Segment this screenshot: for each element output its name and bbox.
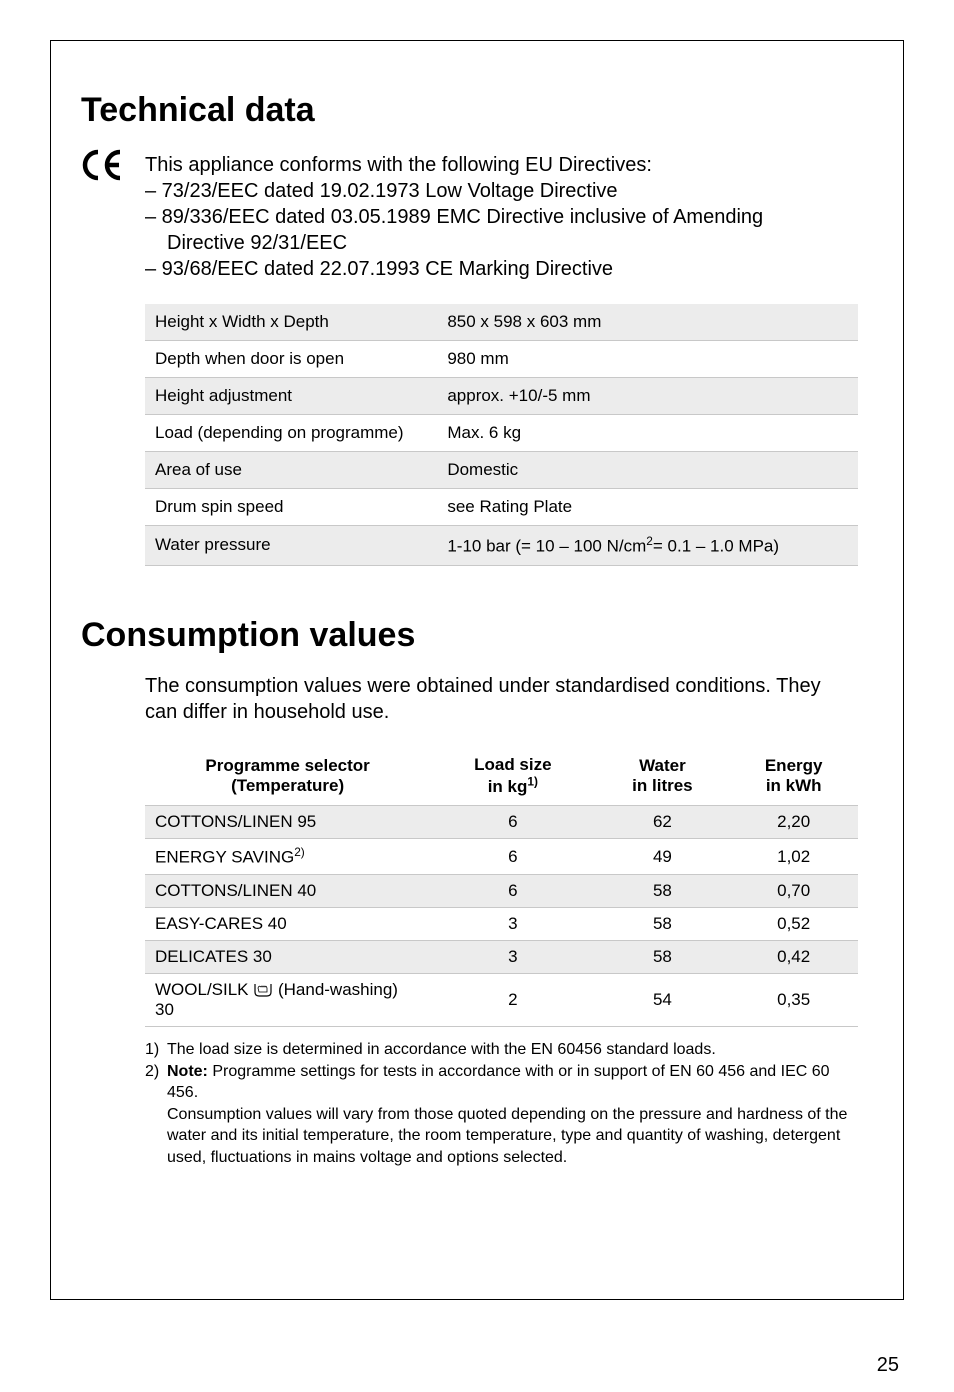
load-cell: 2	[430, 973, 595, 1026]
tech-value: approx. +10/-5 mm	[437, 378, 858, 415]
programme-cell: WOOL/SILK (Hand-washing) 30	[145, 973, 430, 1026]
header-energy: Energy in kWh	[729, 747, 858, 806]
table-row: Area of useDomestic	[145, 452, 858, 489]
load-cell: 6	[430, 839, 595, 875]
table-row: DELICATES 303580,42	[145, 940, 858, 973]
energy-cell: 1,02	[729, 839, 858, 875]
table-row: COTTONS/LINEN 956622,20	[145, 806, 858, 839]
programme-cell: COTTONS/LINEN 95	[145, 806, 430, 839]
load-cell: 6	[430, 874, 595, 907]
ce-line-1: – 73/23/EEC dated 19.02.1973 Low Voltage…	[145, 178, 763, 204]
tech-label: Drum spin speed	[145, 489, 437, 526]
programme-cell: ENERGY SAVING2)	[145, 839, 430, 875]
ce-mark-icon	[81, 148, 129, 190]
load-cell: 6	[430, 806, 595, 839]
tech-value: 1-10 bar (= 10 – 100 N/cm2= 0.1 – 1.0 MP…	[437, 526, 858, 566]
table-row: Height x Width x Depth850 x 598 x 603 mm	[145, 304, 858, 341]
tech-label: Water pressure	[145, 526, 437, 566]
footnote-continuation: Consumption values will vary from those …	[167, 1104, 858, 1169]
footnote-2: 2) Note: Programme settings for tests in…	[145, 1061, 858, 1104]
header-load: Load size in kg1)	[430, 747, 595, 806]
table-row: ENERGY SAVING2)6491,02	[145, 839, 858, 875]
tech-value: 980 mm	[437, 341, 858, 378]
table-header-row: Programme selector (Temperature) Load si…	[145, 747, 858, 806]
heading-consumption-values: Consumption values	[81, 616, 858, 655]
page-number: 25	[877, 1354, 899, 1377]
ce-text: This appliance conforms with the followi…	[145, 152, 763, 282]
header-programme: Programme selector (Temperature)	[145, 747, 430, 806]
table-row: Height adjustmentapprox. +10/-5 mm	[145, 378, 858, 415]
page-frame: Technical data This appliance conforms w…	[50, 40, 904, 1300]
ce-conformity-block: This appliance conforms with the followi…	[81, 152, 858, 282]
table-row: Drum spin speedsee Rating Plate	[145, 489, 858, 526]
load-cell: 3	[430, 940, 595, 973]
programme-cell: EASY-CARES 40	[145, 907, 430, 940]
energy-cell: 0,52	[729, 907, 858, 940]
table-row: Depth when door is open980 mm	[145, 341, 858, 378]
ce-line-3: Directive 92/31/EEC	[145, 230, 763, 256]
energy-cell: 2,20	[729, 806, 858, 839]
ce-line-4: – 93/68/EEC dated 22.07.1993 CE Marking …	[145, 256, 763, 282]
water-cell: 49	[595, 839, 729, 875]
tech-value: 850 x 598 x 603 mm	[437, 304, 858, 341]
programme-cell: COTTONS/LINEN 40	[145, 874, 430, 907]
header-water: Water in litres	[595, 747, 729, 806]
technical-data-table: Height x Width x Depth850 x 598 x 603 mm…	[145, 304, 858, 566]
ce-line-2: – 89/336/EEC dated 03.05.1989 EMC Direct…	[145, 204, 763, 230]
energy-cell: 0,35	[729, 973, 858, 1026]
tech-label: Load (depending on programme)	[145, 415, 437, 452]
heading-technical-data: Technical data	[81, 91, 858, 130]
tech-label: Area of use	[145, 452, 437, 489]
water-cell: 62	[595, 806, 729, 839]
tech-value: Max. 6 kg	[437, 415, 858, 452]
footnote-1-num: 1)	[145, 1039, 167, 1061]
table-row: Water pressure1-10 bar (= 10 – 100 N/cm2…	[145, 526, 858, 566]
water-cell: 54	[595, 973, 729, 1026]
footnote-1: 1) The load size is determined in accord…	[145, 1039, 858, 1061]
energy-cell: 0,42	[729, 940, 858, 973]
energy-cell: 0,70	[729, 874, 858, 907]
footnote-1-text: The load size is determined in accordanc…	[167, 1039, 858, 1061]
load-cell: 3	[430, 907, 595, 940]
tech-label: Height x Width x Depth	[145, 304, 437, 341]
consumption-intro-text: The consumption values were obtained und…	[145, 673, 858, 725]
consumption-values-table: Programme selector (Temperature) Load si…	[145, 747, 858, 1027]
tech-label: Depth when door is open	[145, 341, 437, 378]
water-cell: 58	[595, 940, 729, 973]
footnote-2-text: Note: Programme settings for tests in ac…	[167, 1061, 858, 1104]
table-row: WOOL/SILK (Hand-washing) 302540,35	[145, 973, 858, 1026]
programme-cell: DELICATES 30	[145, 940, 430, 973]
water-cell: 58	[595, 907, 729, 940]
table-row: EASY-CARES 403580,52	[145, 907, 858, 940]
footnotes: 1) The load size is determined in accord…	[145, 1039, 858, 1169]
tech-value: see Rating Plate	[437, 489, 858, 526]
tech-label: Height adjustment	[145, 378, 437, 415]
table-row: Load (depending on programme)Max. 6 kg	[145, 415, 858, 452]
tech-value: Domestic	[437, 452, 858, 489]
ce-intro: This appliance conforms with the followi…	[145, 152, 763, 178]
water-cell: 58	[595, 874, 729, 907]
footnote-2-num: 2)	[145, 1061, 167, 1104]
table-row: COTTONS/LINEN 406580,70	[145, 874, 858, 907]
